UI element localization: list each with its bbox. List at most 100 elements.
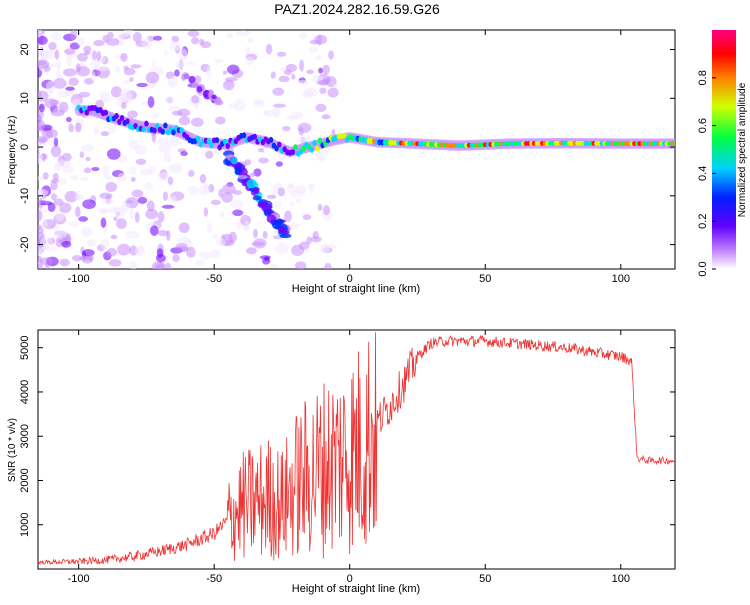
spectrogram-noise-blob xyxy=(198,251,212,259)
spectrogram-noise-blob xyxy=(131,189,144,198)
spectrogram-noise-blob xyxy=(167,176,174,186)
spectrogram-branch-blob xyxy=(188,75,196,84)
spectrogram-ridge-core xyxy=(152,127,157,134)
spectrogram-noise-blob xyxy=(64,190,78,203)
snr-axes: -100 -50 0 50 100 1000 2000 3000 4000 5000 xyxy=(19,330,675,585)
spectrogram-noise-blob xyxy=(56,60,62,72)
spectrogram-noise-blob xyxy=(290,222,300,230)
spectrogram-noise-blob xyxy=(299,59,304,72)
spectrogram-noise-blob xyxy=(52,172,59,181)
spectrogram-noise-blob xyxy=(324,147,331,155)
spectrogram-noise-blob xyxy=(38,153,44,164)
spectrogram-noise-blob xyxy=(163,49,169,56)
spectrogram-noise-blob xyxy=(168,105,181,113)
spectrogram-noise-blob xyxy=(62,68,77,77)
spectrogram-noise-blob xyxy=(105,181,118,193)
spectrogram-noise-blob xyxy=(308,46,319,53)
spectrogram-noise-blob xyxy=(75,206,81,218)
spectrogram-noise-blob xyxy=(245,46,251,55)
spectrogram-noise-blob xyxy=(38,146,45,152)
spectrogram-noise-blob xyxy=(38,249,43,257)
spectrogram-noise-blob xyxy=(145,208,159,220)
snr-ytick-label: 2000 xyxy=(19,468,31,492)
spectrogram-noise-blob xyxy=(156,265,163,269)
snr-ylabel: SNR (10 * v/v) xyxy=(7,418,18,482)
spectrogram-noise-blob xyxy=(169,41,180,52)
spectrogram-noise-blob xyxy=(50,109,65,117)
spectrogram-noise-blob xyxy=(158,142,172,154)
spectrogram-noise-blob xyxy=(123,79,130,85)
spectrogram-noise-blob xyxy=(315,55,322,61)
spectrogram-noise-blob xyxy=(69,42,80,50)
spectrogram-noise-blob xyxy=(318,67,324,74)
spectrogram-noise-blob xyxy=(80,226,93,238)
spectrogram-noise-blob xyxy=(144,182,153,191)
spectrogram-noise-blob xyxy=(70,30,78,40)
spectrogram-noise-blob xyxy=(275,161,283,167)
spectrogram-noise-blob xyxy=(236,30,251,36)
spectrogram-ridge-core xyxy=(179,127,184,134)
spectrogram-noise-blob xyxy=(106,37,120,46)
spectrogram-noise-blob xyxy=(174,69,180,77)
spectrogram-noise-blob xyxy=(74,122,82,133)
spectrogram-noise-blob xyxy=(186,246,196,258)
spectrogram-noise-blob xyxy=(277,187,286,197)
spectrogram-noise-blob xyxy=(38,209,43,222)
spectrogram-noise-blob xyxy=(123,67,136,76)
spectrogram-noise-blob xyxy=(77,52,88,62)
spectrogram-noise-blob xyxy=(69,221,79,228)
spectrogram-noise-blob xyxy=(316,151,327,162)
spectrogram-noise-blob xyxy=(168,163,183,174)
spectrogram-noise-blob xyxy=(102,164,110,177)
spectrogram-noise-blob xyxy=(244,159,252,166)
spectrogram-noise-blob xyxy=(194,104,199,110)
spectrogram-ytick-label: -10 xyxy=(19,188,31,204)
spectrogram-ridge-core xyxy=(160,128,165,135)
spectrogram-branch-blob xyxy=(241,179,248,187)
spectrogram-noise-blob xyxy=(207,222,213,234)
spectrogram-noise-blob xyxy=(171,35,180,43)
spectrogram-ridge-core xyxy=(342,132,347,139)
spectrogram-noise-blob xyxy=(137,196,148,204)
spectrogram-branch-blob xyxy=(271,220,282,230)
spectrogram-noise-blob xyxy=(187,185,200,195)
spectrogram-ridge-core xyxy=(206,138,211,145)
spectrogram-noise-blob xyxy=(152,112,160,119)
spectrogram-noise-blob xyxy=(167,76,178,88)
spectrogram-noise-blob xyxy=(136,82,148,88)
spectrogram-noise-blob xyxy=(48,42,57,51)
spectrogram-noise-blob xyxy=(252,228,258,239)
colorbar-tick-label: 0.6 xyxy=(697,118,709,133)
spectrogram-ridge-core xyxy=(268,136,274,143)
spectrogram-noise-blob xyxy=(164,97,175,104)
spectrogram-noise-blob xyxy=(39,236,53,249)
spectrogram-noise-blob xyxy=(62,165,75,174)
spectrogram-noise-blob xyxy=(270,71,276,79)
spectrogram-noise-blob xyxy=(213,150,222,155)
spectrogram-ridge-core xyxy=(672,141,675,147)
spectrogram-ridge-core xyxy=(309,146,314,153)
spectrogram-noise-blob xyxy=(100,208,108,214)
spectrogram-noise-blob xyxy=(316,79,330,86)
spectrogram-ridge-core xyxy=(222,138,228,145)
spectrogram-noise-blob xyxy=(100,130,110,137)
spectrogram-noise-blob xyxy=(75,190,81,200)
spectrogram-noise-blob xyxy=(222,70,228,75)
spectrogram-noise-blob xyxy=(244,220,250,231)
spectrogram-noise-blob xyxy=(100,238,109,251)
spectrogram-branch-blob xyxy=(261,202,272,213)
spectrogram-xlabel: Height of straight line (km) xyxy=(292,283,420,295)
spectrogram-noise-blob xyxy=(59,202,72,214)
spectrogram-noise-blob xyxy=(102,34,110,43)
spectrogram-noise-blob xyxy=(275,242,289,255)
spectrogram-noise-blob xyxy=(203,207,209,217)
spectrogram-noise-blob xyxy=(132,31,142,43)
spectrogram-ridge-core xyxy=(103,109,108,116)
spectrogram-noise-blob xyxy=(108,259,122,267)
spectrogram-noise-blob xyxy=(215,238,226,246)
spectrogram-noise-blob xyxy=(87,238,96,248)
spectrogram-noise-blob xyxy=(50,145,62,158)
spectrogram-noise-blob xyxy=(306,69,314,75)
spectrogram-noise-blob xyxy=(68,123,74,133)
